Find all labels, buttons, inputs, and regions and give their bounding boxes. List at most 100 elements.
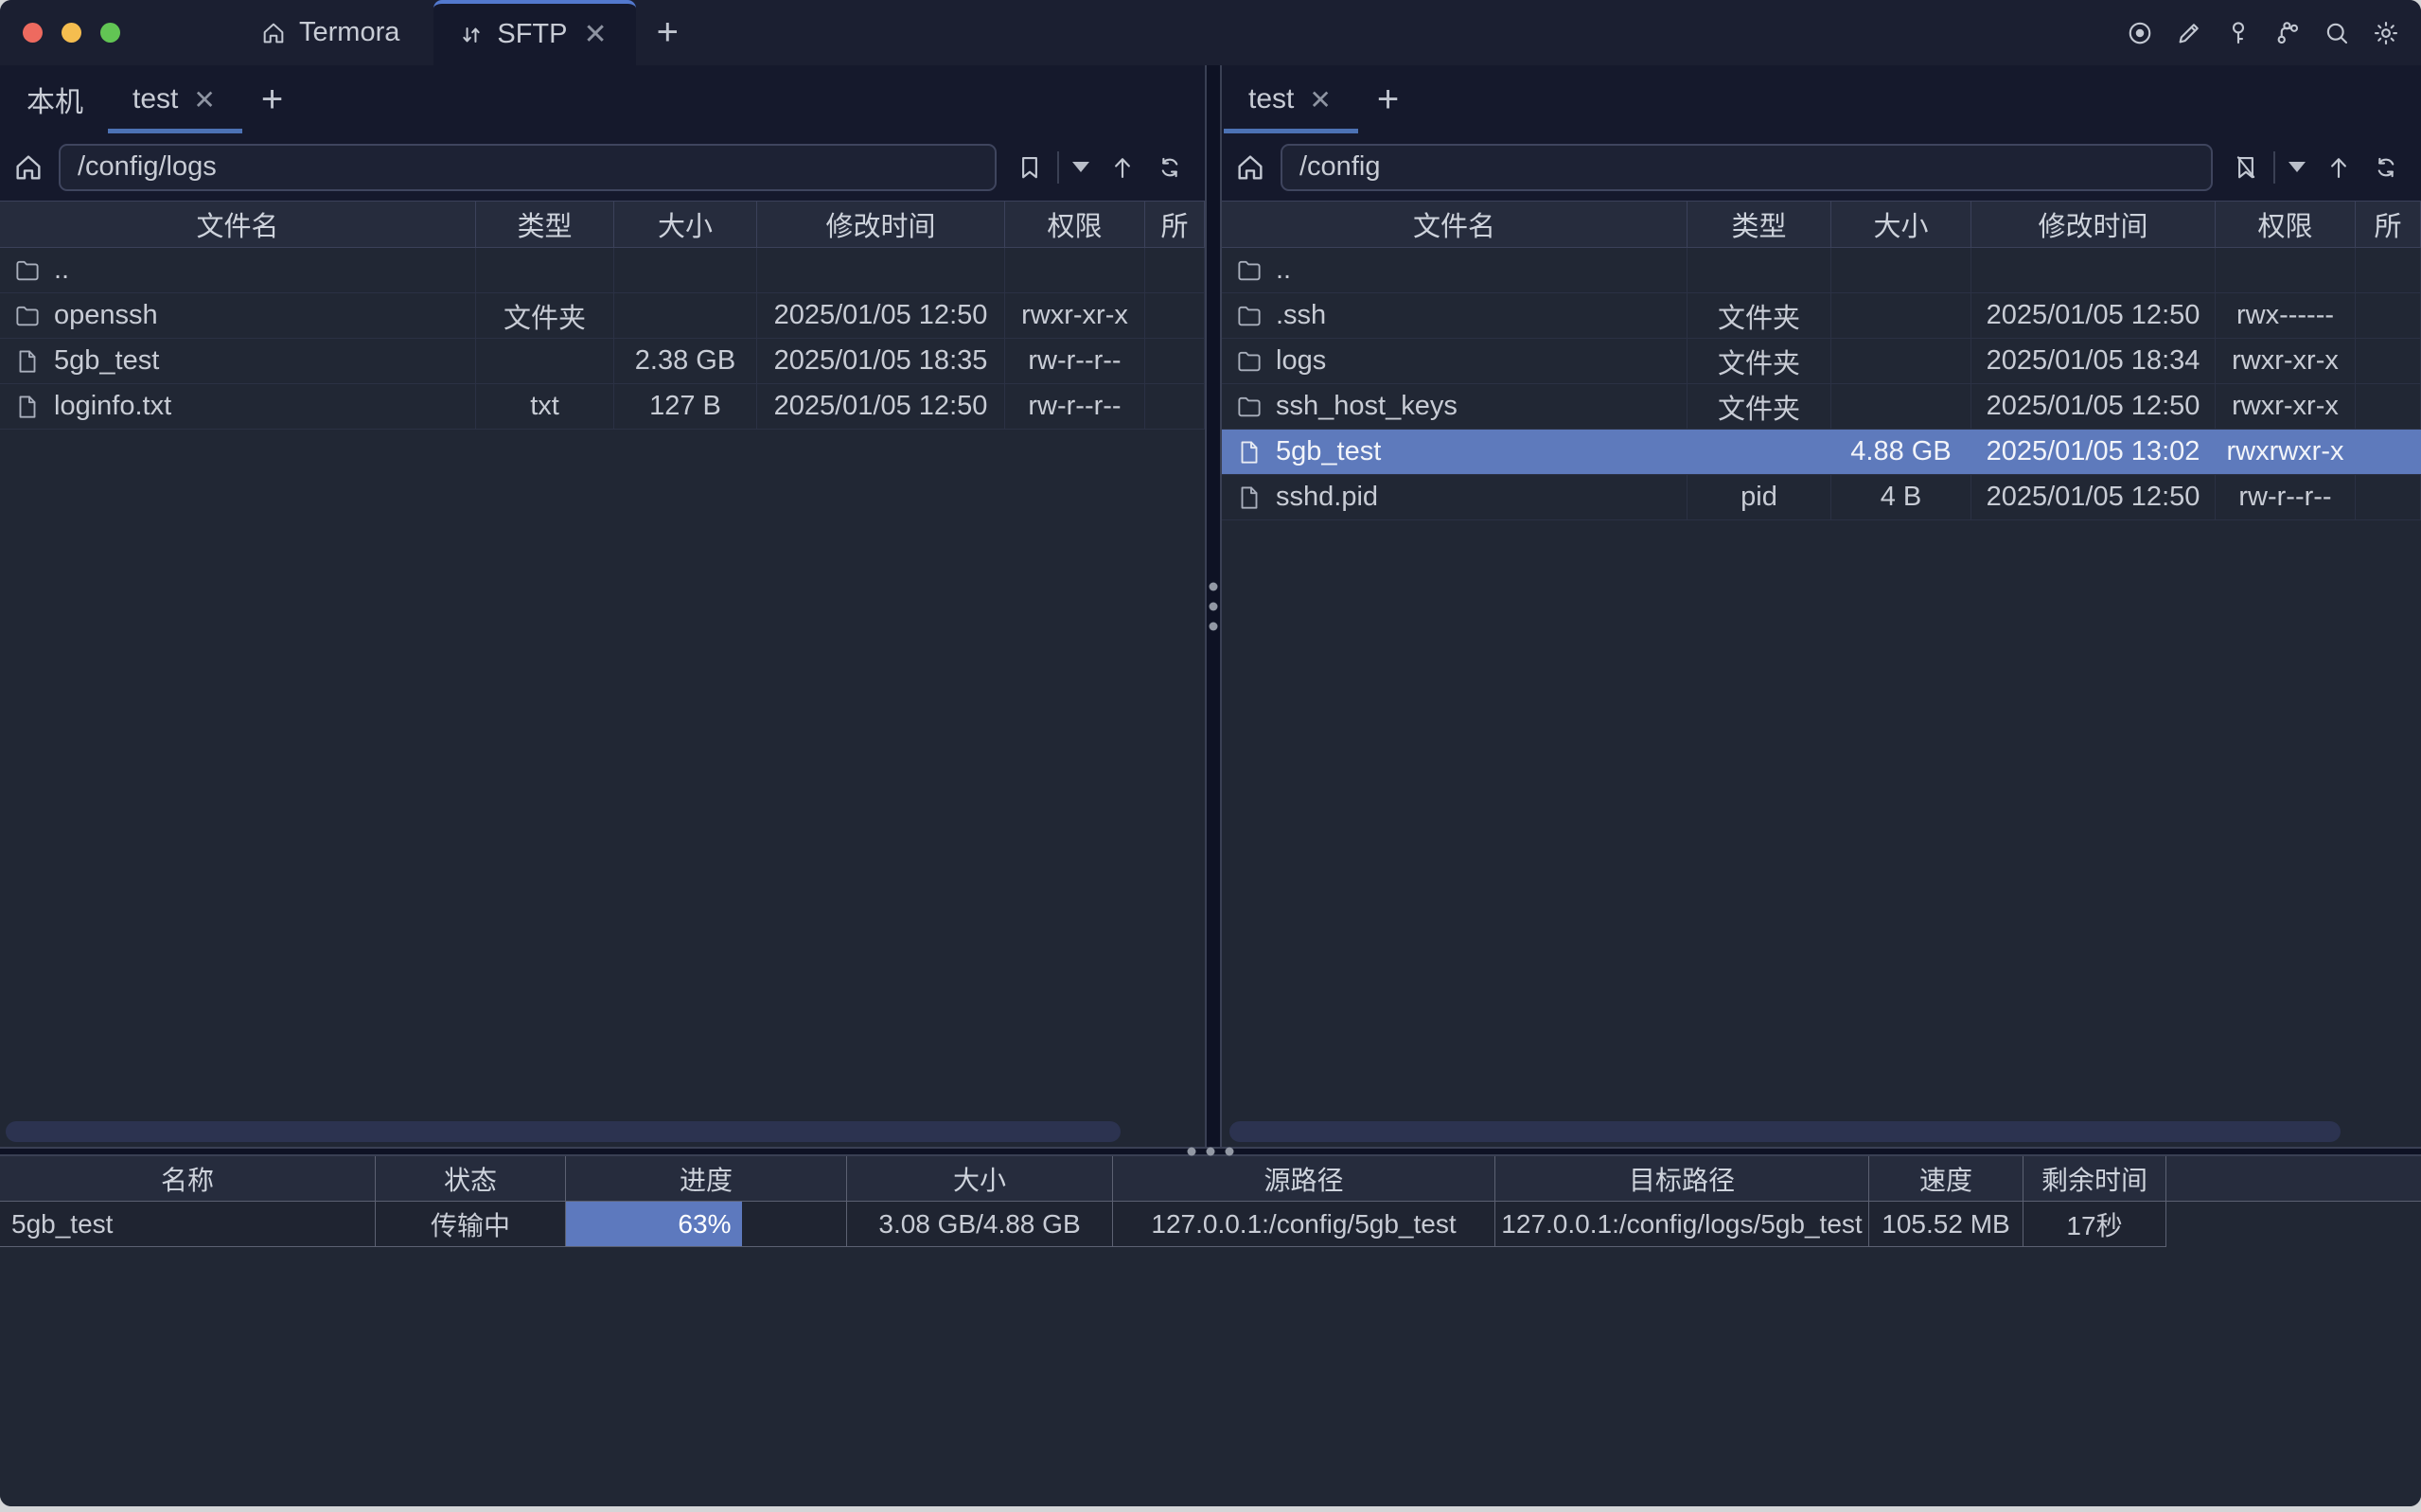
file-name: ssh_host_keys bbox=[1276, 391, 1458, 421]
parent-directory-icon[interactable] bbox=[2317, 153, 2360, 182]
transfer-column-header[interactable]: 大小 bbox=[847, 1156, 1113, 1201]
pane-tab-本机[interactable]: 本机 bbox=[2, 65, 108, 133]
titlebar-actions bbox=[2125, 0, 2406, 65]
tab-sftp[interactable]: SFTP ✕ bbox=[433, 0, 636, 65]
key-icon[interactable] bbox=[2223, 18, 2253, 47]
file-size-cell bbox=[614, 248, 757, 292]
column-header[interactable]: 类型 bbox=[476, 202, 614, 247]
close-window-button[interactable] bbox=[23, 23, 43, 43]
close-tab-icon[interactable]: ✕ bbox=[1309, 84, 1332, 114]
file-name: 5gb_test bbox=[1276, 436, 1382, 466]
column-header[interactable]: 所 bbox=[1145, 202, 1205, 247]
table-row[interactable]: .. bbox=[1222, 248, 2421, 293]
table-row[interactable]: sshd.pid pid 4 B 2025/01/05 12:50 rw-r--r-- bbox=[1222, 475, 2421, 520]
file-modified-cell: 2025/01/05 13:02 bbox=[1986, 436, 2200, 466]
record-icon[interactable] bbox=[2125, 18, 2154, 47]
table-row[interactable]: .ssh 文件夹 2025/01/05 12:50 rwx------ bbox=[1222, 293, 2421, 339]
search-icon[interactable] bbox=[2322, 18, 2351, 47]
minimize-window-button[interactable] bbox=[62, 23, 81, 43]
file-name-cell: .. bbox=[0, 248, 476, 292]
transfer-column-header[interactable]: 目标路径 bbox=[1495, 1156, 1869, 1201]
file-type-cell bbox=[476, 339, 614, 383]
refresh-icon[interactable] bbox=[2364, 153, 2408, 182]
file-name: openssh bbox=[54, 300, 158, 330]
right-path-input[interactable] bbox=[1281, 143, 2213, 191]
zoom-window-button[interactable] bbox=[100, 23, 120, 43]
new-main-tab-button[interactable]: + bbox=[656, 11, 679, 53]
traffic-lights bbox=[0, 0, 120, 65]
left-file-table: .. openssh 文件夹 2025/01/05 12:50 rwxr-xr-x 5gb… bbox=[0, 248, 1205, 430]
file-owner-cell bbox=[1145, 339, 1205, 383]
table-row[interactable]: .. bbox=[0, 248, 1205, 293]
transfer-row[interactable]: 5gb_test 传输中 63% 3.08 GB/4.88 GB 127.0.0.1:/… bbox=[0, 1202, 2421, 1247]
transfer-column-header[interactable]: 剩余时间 bbox=[2023, 1156, 2166, 1201]
file-name-cell: ssh_host_keys bbox=[1222, 384, 1688, 429]
column-header[interactable]: 大小 bbox=[1831, 202, 1971, 247]
file-icon bbox=[1235, 483, 1264, 512]
pane-tab-label: test bbox=[133, 83, 179, 114]
table-row[interactable]: 5gb_test 4.88 GB 2025/01/05 13:02 rwxrwxr-x bbox=[1222, 430, 2421, 475]
branch-icon[interactable] bbox=[2272, 18, 2302, 47]
left-pane-tabs: 本机 test ✕ + bbox=[0, 65, 1205, 133]
table-row[interactable]: openssh 文件夹 2025/01/05 12:50 rwxr-xr-x bbox=[0, 293, 1205, 339]
bookmark-icon[interactable] bbox=[1008, 153, 1051, 182]
table-row[interactable]: 5gb_test 2.38 GB 2025/01/05 18:35 rw-r--r-- bbox=[0, 339, 1205, 384]
pane-tab-test[interactable]: test ✕ bbox=[108, 65, 242, 133]
transfer-panel-splitter[interactable] bbox=[0, 1147, 2421, 1156]
bookmark-slash-icon[interactable] bbox=[2224, 153, 2268, 182]
file-permissions-cell: rwxr-xr-x bbox=[2216, 384, 2356, 429]
divider bbox=[2273, 150, 2275, 184]
transfer-status-cell: 传输中 bbox=[376, 1202, 566, 1247]
file-owner-cell bbox=[1145, 384, 1205, 429]
transfer-column-header[interactable]: 状态 bbox=[376, 1156, 566, 1201]
table-row[interactable]: logs 文件夹 2025/01/05 18:34 rwxr-xr-x bbox=[1222, 339, 2421, 384]
pane-splitter[interactable] bbox=[1205, 65, 1222, 1147]
file-name: sshd.pid bbox=[1276, 482, 1379, 512]
file-size-cell bbox=[1831, 248, 1971, 292]
column-header[interactable]: 文件名 bbox=[1222, 202, 1688, 247]
column-header[interactable]: 权限 bbox=[2216, 202, 2356, 247]
column-header[interactable]: 修改时间 bbox=[757, 202, 1005, 247]
file-permissions-cell: rw-r--r-- bbox=[1005, 339, 1145, 383]
column-header[interactable]: 权限 bbox=[1005, 202, 1145, 247]
column-header[interactable]: 修改时间 bbox=[1971, 202, 2216, 247]
transfer-column-header[interactable]: 速度 bbox=[1869, 1156, 2023, 1201]
scrollbar-thumb[interactable] bbox=[1229, 1121, 2341, 1142]
transfer-column-header[interactable]: 源路径 bbox=[1113, 1156, 1495, 1201]
file-name: 5gb_test bbox=[54, 345, 160, 376]
close-tab-icon[interactable]: ✕ bbox=[193, 84, 216, 114]
file-size-cell bbox=[614, 293, 757, 338]
new-pane-tab-button[interactable]: + bbox=[1376, 78, 1400, 120]
settings-icon[interactable] bbox=[2371, 18, 2400, 47]
column-header[interactable]: 所 bbox=[2356, 202, 2421, 247]
chevron-down-icon[interactable] bbox=[1065, 162, 1097, 172]
refresh-icon[interactable] bbox=[1148, 153, 1192, 182]
sftp-panes: 本机 test ✕ + bbox=[0, 65, 2421, 1147]
table-row[interactable]: ssh_host_keys 文件夹 2025/01/05 12:50 rwxr-xr-… bbox=[1222, 384, 2421, 430]
home-icon[interactable] bbox=[9, 151, 47, 184]
edit-icon[interactable] bbox=[2174, 18, 2203, 47]
file-owner-cell bbox=[2356, 384, 2421, 429]
column-header[interactable]: 大小 bbox=[614, 202, 757, 247]
column-header[interactable]: 文件名 bbox=[0, 202, 476, 247]
transfer-column-header[interactable]: 名称 bbox=[0, 1156, 376, 1201]
column-header[interactable]: 类型 bbox=[1688, 202, 1831, 247]
transfer-column-header[interactable]: 进度 bbox=[566, 1156, 847, 1201]
tab-termora[interactable]: Termora bbox=[234, 0, 426, 65]
right-horizontal-scrollbar bbox=[1222, 1120, 2421, 1143]
file-permissions-cell bbox=[1005, 248, 1145, 292]
close-sftp-tab-icon[interactable]: ✕ bbox=[583, 18, 608, 50]
table-row[interactable]: loginfo.txt txt 127 B 2025/01/05 12:50 rw-r-… bbox=[0, 384, 1205, 430]
left-path-input[interactable] bbox=[59, 143, 997, 191]
pane-tab-label: 本机 bbox=[27, 87, 83, 118]
parent-directory-icon[interactable] bbox=[1101, 153, 1144, 182]
file-name-cell: .. bbox=[1222, 248, 1688, 292]
chevron-down-icon[interactable] bbox=[2281, 162, 2313, 172]
file-permissions-cell: rwxr-xr-x bbox=[1005, 293, 1145, 338]
scrollbar-thumb[interactable] bbox=[6, 1121, 1121, 1142]
transfer-row-filler bbox=[2166, 1202, 2421, 1247]
pane-tab-test[interactable]: test ✕ bbox=[1224, 65, 1358, 133]
home-icon[interactable] bbox=[1231, 151, 1269, 184]
new-pane-tab-button[interactable]: + bbox=[260, 78, 284, 120]
left-path-actions bbox=[1008, 150, 1192, 184]
